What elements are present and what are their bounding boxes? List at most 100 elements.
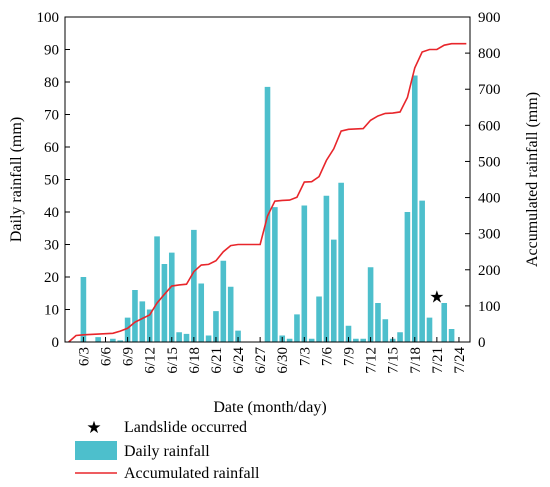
x-tick-label: 7/12 bbox=[364, 347, 380, 374]
right-tick-label: 500 bbox=[478, 154, 501, 170]
rainfall-bar bbox=[404, 212, 411, 342]
left-tick-label: 30 bbox=[44, 238, 59, 254]
legend: ★ Landslide occurred Daily rainfall Accu… bbox=[75, 418, 260, 482]
x-tick-label: 6/30 bbox=[275, 347, 291, 374]
x-tick-label: 6/15 bbox=[165, 347, 181, 374]
rainfall-bar bbox=[95, 337, 101, 343]
rainfall-bar bbox=[205, 335, 212, 342]
legend-item-daily-rainfall: Daily rainfall bbox=[75, 441, 210, 460]
x-tick-label: 7/18 bbox=[408, 347, 424, 374]
rainfall-bar bbox=[397, 332, 403, 342]
rainfall-bar bbox=[353, 338, 359, 342]
rainfall-bar bbox=[235, 330, 241, 343]
x-tick-label: 6/27 bbox=[253, 347, 269, 374]
left-tick-label: 20 bbox=[44, 270, 59, 286]
landslide-star-marker: ★ bbox=[429, 288, 444, 307]
legend-bar-swatch bbox=[75, 441, 117, 460]
rainfall-bar bbox=[360, 338, 367, 342]
rainfall-bar bbox=[286, 338, 293, 342]
rainfall-bar bbox=[272, 207, 278, 343]
right-axis-ticks: 0 100 200 300 400 500 600 700 800 900 bbox=[465, 10, 501, 351]
right-tick-label: 0 bbox=[478, 335, 486, 351]
rainfall-bar bbox=[227, 286, 234, 342]
rainfall-bar bbox=[124, 317, 131, 343]
rainfall-bar bbox=[132, 290, 138, 342]
right-tick-label: 300 bbox=[478, 227, 501, 243]
rainfall-bar bbox=[110, 338, 116, 342]
legend-label-accumulated: Accumulated rainfall bbox=[124, 465, 260, 482]
x-axis-ticks: 6/3 6/6 6/9 6/12 6/15 6/18 6/21 6/24 6/27 6/30 7/3… bbox=[76, 337, 468, 374]
x-tick-label: 6/6 bbox=[99, 347, 115, 367]
rainfall-bar bbox=[117, 340, 124, 343]
rainfall-bar bbox=[448, 329, 455, 342]
daily-rainfall-bars bbox=[80, 75, 455, 343]
rainfall-bar bbox=[220, 260, 227, 342]
rainfall-bar bbox=[367, 267, 374, 342]
x-tick-label: 6/18 bbox=[187, 347, 203, 374]
rainfall-bar bbox=[308, 338, 315, 342]
right-tick-label: 100 bbox=[478, 299, 501, 315]
x-tick-label: 7/15 bbox=[386, 347, 402, 374]
rainfall-bar bbox=[176, 332, 182, 342]
rainfall-bar bbox=[191, 229, 197, 343]
x-tick-label: 6/3 bbox=[76, 347, 92, 366]
rainfall-bar bbox=[323, 195, 330, 342]
legend-star-icon: ★ bbox=[86, 418, 101, 437]
left-axis-ticks: 0 10 20 30 40 50 60 70 80 90 100 bbox=[37, 10, 70, 351]
right-tick-label: 400 bbox=[478, 191, 501, 207]
left-tick-label: 0 bbox=[52, 335, 60, 351]
y-axis-left-title: Daily rainfall (mm) bbox=[8, 117, 25, 242]
rainfall-bar bbox=[411, 75, 418, 342]
left-tick-label: 10 bbox=[44, 303, 59, 319]
legend-item-accumulated-rainfall: Accumulated rainfall bbox=[75, 465, 260, 482]
rainfall-bar bbox=[294, 314, 300, 343]
x-tick-label: 6/21 bbox=[209, 347, 225, 374]
rainfall-bar bbox=[419, 200, 425, 343]
rainfall-bar bbox=[80, 277, 87, 342]
x-tick-label: 7/3 bbox=[297, 347, 313, 366]
x-tick-label: 6/9 bbox=[121, 347, 137, 366]
x-tick-label: 7/24 bbox=[452, 347, 468, 374]
left-tick-label: 40 bbox=[44, 205, 59, 221]
x-tick-label: 7/9 bbox=[342, 347, 358, 366]
right-tick-label: 200 bbox=[478, 263, 501, 279]
rainfall-bar bbox=[375, 303, 381, 342]
left-tick-label: 60 bbox=[44, 140, 59, 156]
rainfall-bar bbox=[316, 296, 322, 342]
accumulated-rainfall-line bbox=[68, 42, 467, 343]
right-tick-label: 700 bbox=[478, 82, 501, 98]
left-tick-label: 100 bbox=[37, 10, 60, 26]
rainfall-bar bbox=[146, 309, 153, 342]
rainfall-bar bbox=[168, 252, 175, 343]
right-tick-label: 600 bbox=[478, 118, 501, 134]
x-axis-title: Date (month/day) bbox=[213, 399, 326, 416]
x-tick-label: 6/24 bbox=[231, 347, 247, 374]
rainfall-bar bbox=[198, 283, 205, 342]
right-tick-label: 800 bbox=[478, 46, 501, 62]
left-tick-label: 80 bbox=[44, 75, 59, 91]
left-tick-label: 50 bbox=[44, 173, 59, 189]
rainfall-bar bbox=[330, 239, 337, 343]
y-axis-right-title: Accumulated rainfall (mm) bbox=[524, 92, 541, 267]
rainfall-bar bbox=[301, 205, 308, 342]
rainfall-bar bbox=[139, 301, 146, 343]
right-tick-label: 900 bbox=[478, 10, 501, 26]
left-tick-label: 90 bbox=[44, 43, 59, 59]
legend-item-landslide: ★ Landslide occurred bbox=[86, 418, 247, 437]
rainfall-bar bbox=[213, 311, 219, 343]
x-tick-label: 7/6 bbox=[319, 347, 335, 367]
rainfall-bar bbox=[154, 236, 160, 343]
rainfall-bar bbox=[441, 303, 448, 342]
rainfall-bar bbox=[382, 319, 389, 342]
rainfall-bar bbox=[426, 317, 433, 343]
rainfall-bar bbox=[345, 325, 352, 342]
rainfall-bar bbox=[183, 333, 190, 343]
rainfall-bar bbox=[161, 264, 168, 342]
legend-label-landslide: Landslide occurred bbox=[124, 419, 247, 436]
x-tick-label: 6/12 bbox=[143, 347, 159, 374]
rainfall-bar bbox=[338, 182, 344, 342]
left-tick-label: 70 bbox=[44, 108, 59, 124]
legend-label-daily: Daily rainfall bbox=[124, 443, 210, 460]
x-tick-label: 7/21 bbox=[430, 347, 446, 374]
